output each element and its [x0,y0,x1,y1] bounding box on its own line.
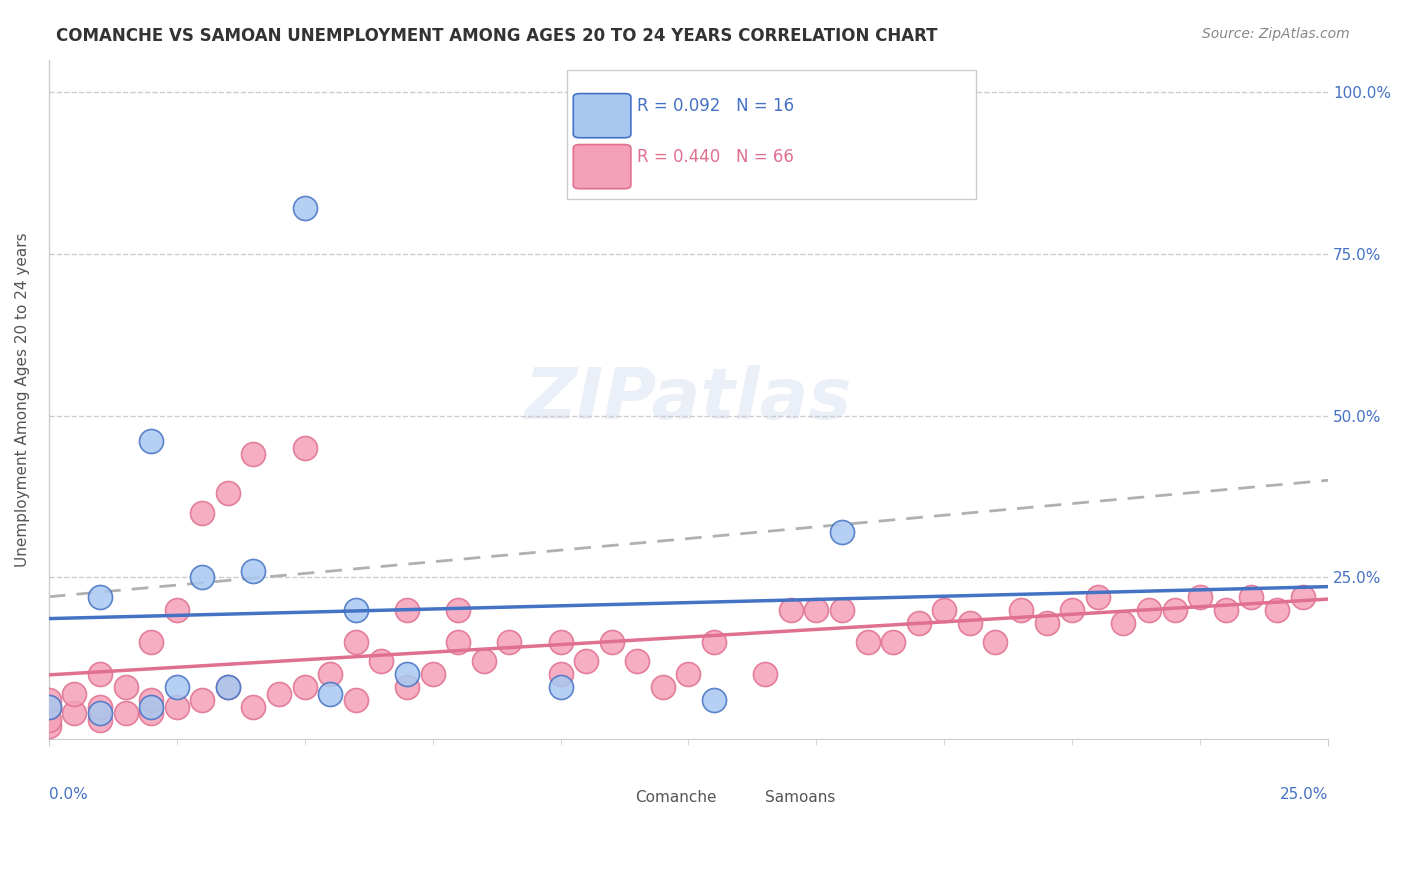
Point [1163,603,1185,617]
Point [114,706,136,721]
Text: R = 0.092   N = 16: R = 0.092 N = 16 [637,97,794,115]
Y-axis label: Unemployment Among Ages 20 to 24 years: Unemployment Among Ages 20 to 24 years [15,232,30,566]
FancyBboxPatch shape [574,145,631,189]
Point [447,603,470,617]
Point [984,635,1007,649]
Point [344,693,367,707]
Point [370,655,392,669]
Point [38,719,60,733]
Point [1137,603,1160,617]
Point [959,615,981,630]
Point [395,667,418,681]
Point [498,635,520,649]
Point [38,699,60,714]
Text: 25.0%: 25.0% [1279,787,1329,802]
Point [678,667,700,681]
Point [114,681,136,695]
Point [139,693,162,707]
Point [1010,603,1032,617]
Point [703,635,725,649]
Point [38,699,60,714]
Point [139,635,162,649]
Point [1087,590,1109,604]
Point [1189,590,1212,604]
Point [217,681,239,695]
Point [550,635,572,649]
Point [294,202,316,216]
Text: COMANCHE VS SAMOAN UNEMPLOYMENT AMONG AGES 20 TO 24 YEARS CORRELATION CHART: COMANCHE VS SAMOAN UNEMPLOYMENT AMONG AG… [56,27,938,45]
Point [166,699,188,714]
Point [1240,590,1263,604]
Point [550,681,572,695]
Point [934,603,956,617]
FancyBboxPatch shape [567,70,976,199]
Point [1215,603,1237,617]
Point [217,681,239,695]
Point [267,687,290,701]
Point [89,713,111,727]
Point [89,590,111,604]
Point [907,615,929,630]
Point [139,434,162,449]
Point [472,655,495,669]
Point [191,570,214,584]
Point [38,713,60,727]
Text: 0.0%: 0.0% [49,787,87,802]
Point [575,655,598,669]
Point [395,681,418,695]
Point [294,441,316,455]
Point [703,693,725,707]
Point [831,603,853,617]
Point [447,635,470,649]
Point [754,667,776,681]
Point [1265,603,1288,617]
FancyBboxPatch shape [602,774,633,805]
Point [38,693,60,707]
Point [89,706,111,721]
Point [63,706,86,721]
Point [139,699,162,714]
Point [1035,615,1057,630]
Point [319,687,342,701]
Point [651,681,673,695]
FancyBboxPatch shape [574,94,631,137]
Point [191,506,214,520]
Text: ZIPatlas: ZIPatlas [524,365,852,434]
Point [242,447,264,461]
Text: R = 0.440   N = 66: R = 0.440 N = 66 [637,148,794,166]
Text: Samoans: Samoans [765,790,835,805]
Point [242,699,264,714]
Point [63,687,86,701]
Point [806,603,828,617]
Point [191,693,214,707]
Point [166,603,188,617]
Point [1062,603,1084,617]
Point [319,667,342,681]
Point [344,603,367,617]
Point [242,564,264,578]
Point [856,635,879,649]
Point [344,635,367,649]
Point [831,524,853,539]
Text: Comanche: Comanche [634,790,716,805]
Point [550,667,572,681]
Point [1291,590,1313,604]
Point [779,603,801,617]
Point [217,486,239,500]
Point [882,635,904,649]
Point [395,603,418,617]
Point [1112,615,1135,630]
Point [600,635,623,649]
Point [89,667,111,681]
Point [294,681,316,695]
Point [166,681,188,695]
Point [422,667,444,681]
Point [139,706,162,721]
Text: Source: ZipAtlas.com: Source: ZipAtlas.com [1202,27,1350,41]
Point [626,655,648,669]
FancyBboxPatch shape [730,774,761,805]
Point [89,699,111,714]
